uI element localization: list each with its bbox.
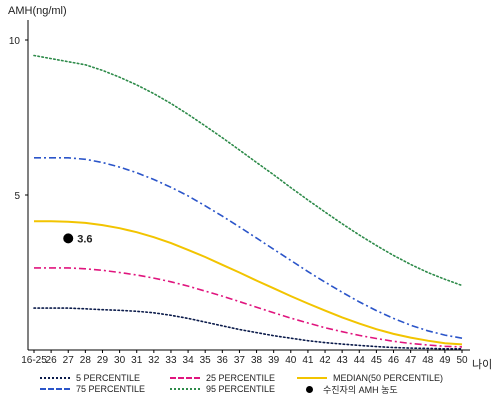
x-tick-label: 44 [354, 355, 366, 366]
x-tick-label: 37 [234, 355, 246, 366]
x-tick-label: 36 [217, 355, 229, 366]
x-tick-label: 48 [422, 355, 434, 366]
patient-point-group: 3.6 [63, 233, 93, 245]
x-tick-label: 33 [165, 355, 177, 366]
x-tick-label: 28 [80, 355, 92, 366]
x-tick-label: 46 [388, 355, 400, 366]
x-tick-label: 31 [131, 355, 143, 366]
x-tick-label: 27 [63, 355, 75, 366]
legend-item: 5 PERCENTILE [40, 372, 140, 384]
x-tick-label: 50 [456, 355, 468, 366]
legend-item-patient: 수진자의 AMH 농도 [297, 383, 398, 395]
x-tick-label: 43 [337, 355, 349, 366]
series-line-median-50-percentile [34, 220, 463, 346]
legend-swatch [40, 388, 70, 390]
series-line-5-percentile [33, 307, 463, 350]
series-line-75-percentile [34, 157, 463, 339]
x-tick-label: 30 [114, 355, 126, 366]
x-tick-label: 45 [371, 355, 383, 366]
x-tick-label: 49 [439, 355, 451, 366]
legend-swatch [170, 388, 200, 390]
chart-axes [27, 20, 470, 351]
patient-point-label: 3.6 [77, 233, 92, 245]
x-tick-label: 34 [183, 355, 195, 366]
y-tick-label: 10 [9, 36, 21, 47]
x-tick-label: 26 [46, 355, 58, 366]
x-tick-label: 29 [97, 355, 109, 366]
legend-label: 75 PERCENTILE [76, 384, 146, 394]
legend-swatch [297, 377, 327, 379]
x-axis-title: 나이 [472, 358, 492, 371]
x-tick-label: 38 [251, 355, 263, 366]
legend-item: 95 PERCENTILE [170, 383, 275, 395]
x-tick-label: 35 [200, 355, 212, 366]
legend-label: 수진자의 AMH 농도 [323, 384, 398, 395]
patient-point [63, 233, 74, 244]
legend-label: 5 PERCENTILE [76, 373, 141, 383]
y-tick-label: 5 [14, 191, 20, 202]
x-tick-label: 40 [285, 355, 297, 366]
series-lines [33, 54, 463, 350]
legend-swatch [170, 377, 200, 379]
x-tick-label: 42 [319, 355, 331, 366]
legend-item: 75 PERCENTILE [40, 383, 145, 395]
legend-label: MEDIAN(50 PERCENTILE) [333, 373, 444, 383]
series-line-95-percentile [33, 54, 463, 287]
legend-dot [306, 385, 313, 393]
series-line-25-percentile [34, 267, 463, 348]
legend-item: MEDIAN(50 PERCENTILE) [297, 372, 443, 384]
x-tick-label: 39 [268, 355, 280, 366]
x-tick-label: 47 [405, 355, 417, 366]
x-tick-label: 16-25 [21, 355, 47, 366]
x-tick-label: 32 [148, 355, 160, 366]
legend-label: 25 PERCENTILE [206, 373, 276, 383]
legend-label: 95 PERCENTILE [206, 384, 276, 394]
y-axis-title: AMH(ng/ml) [8, 5, 67, 17]
legend-item: 25 PERCENTILE [170, 372, 275, 384]
legend: 5 PERCENTILE 25 PERCENTILE MEDIAN(50 PERCE… [0, 372, 500, 400]
legend-swatch [40, 377, 70, 379]
x-tick-label: 41 [302, 355, 314, 366]
